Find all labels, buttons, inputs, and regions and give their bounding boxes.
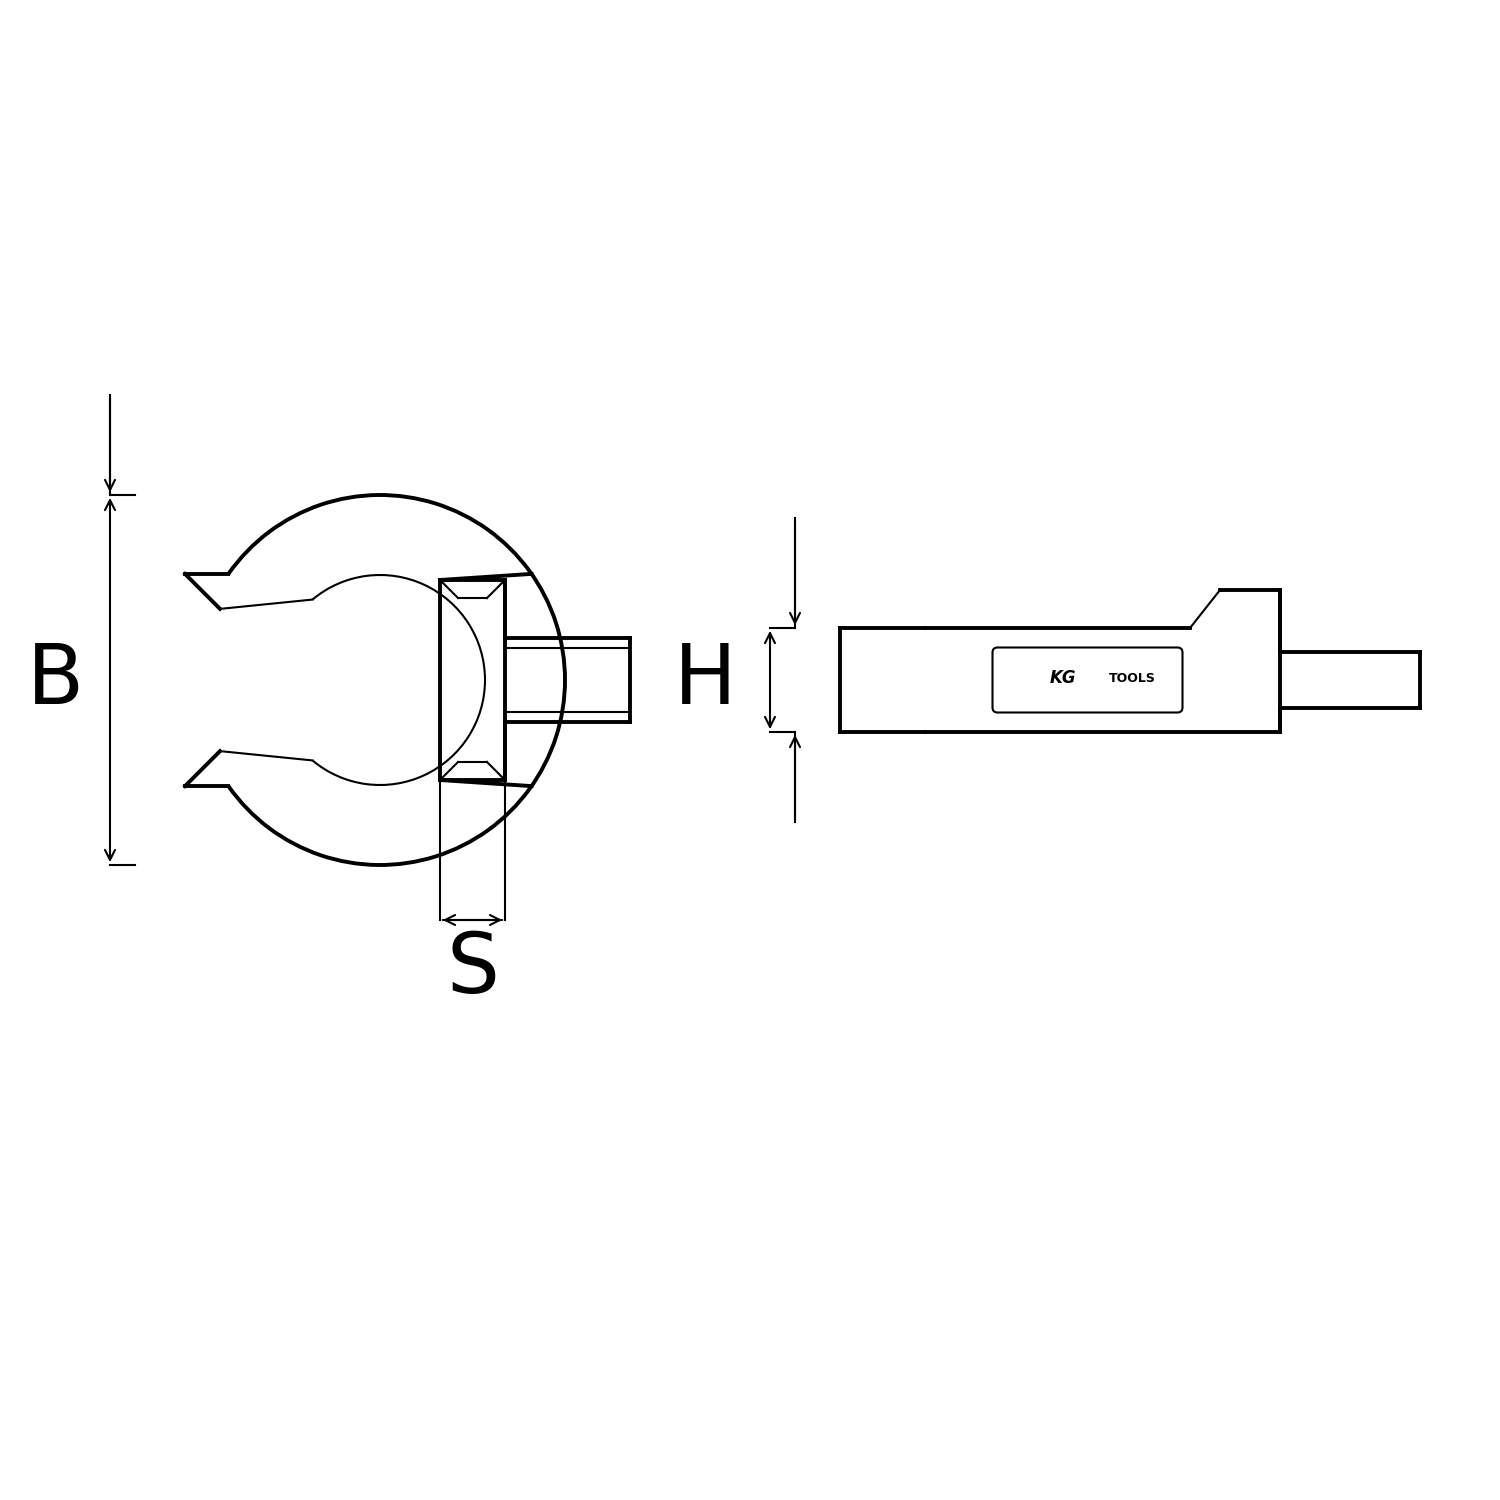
Text: KG: KG bbox=[1050, 669, 1076, 687]
Text: TOOLS: TOOLS bbox=[1108, 672, 1156, 684]
Text: B: B bbox=[27, 639, 84, 720]
Text: H: H bbox=[674, 639, 736, 720]
Text: S: S bbox=[446, 930, 500, 1011]
